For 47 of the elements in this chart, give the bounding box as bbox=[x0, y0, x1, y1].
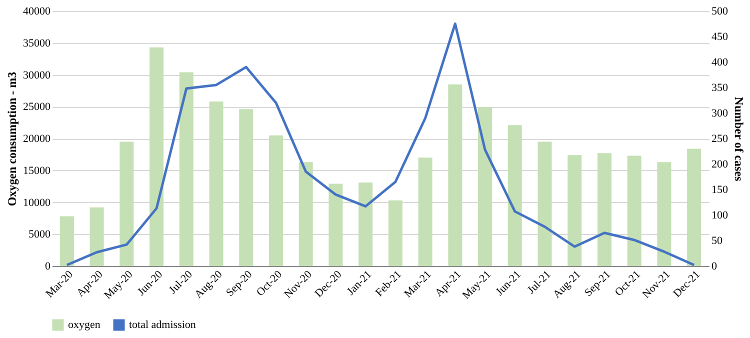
y2-axis-title: Number of cases bbox=[732, 96, 746, 182]
y2-tick-label: 350 bbox=[712, 82, 728, 94]
y2-tick-label: 200 bbox=[712, 158, 728, 170]
y-tick-label: 20000 bbox=[23, 133, 51, 145]
y-tick-label: 35000 bbox=[23, 37, 51, 50]
bar bbox=[209, 102, 224, 266]
y-tick-label: 10000 bbox=[23, 196, 51, 209]
bar bbox=[268, 135, 283, 266]
bar bbox=[90, 207, 104, 266]
y2-tick-label: 100 bbox=[712, 210, 728, 222]
bar bbox=[538, 142, 552, 266]
y-tick-label: 5000 bbox=[28, 228, 51, 241]
bar bbox=[179, 72, 194, 266]
bar bbox=[239, 109, 254, 266]
bar bbox=[627, 156, 642, 266]
y-axis-title: Oxygen consumption - m3 bbox=[5, 72, 19, 206]
bar bbox=[478, 107, 492, 266]
bar bbox=[448, 84, 462, 266]
y2-tick-label: 150 bbox=[712, 184, 728, 196]
bar bbox=[687, 148, 702, 266]
bar bbox=[657, 162, 672, 266]
y2-tick-label: 450 bbox=[712, 31, 728, 43]
y-tick-label: 15000 bbox=[23, 164, 51, 177]
bar bbox=[120, 142, 134, 266]
bar bbox=[388, 200, 402, 266]
bar bbox=[298, 162, 313, 266]
y-tick-label: 25000 bbox=[23, 101, 51, 114]
y2-tick-label: 300 bbox=[712, 108, 728, 120]
legend-label: total admission bbox=[129, 319, 196, 331]
y-tick-label: 30000 bbox=[23, 69, 51, 82]
legend-label: oxygen bbox=[68, 319, 101, 331]
bar bbox=[568, 155, 582, 266]
bar bbox=[60, 216, 74, 266]
y2-tick-label: 0 bbox=[712, 260, 718, 272]
y-tick-label: 0 bbox=[45, 260, 51, 272]
y-tick-label: 40000 bbox=[23, 6, 51, 18]
bar bbox=[418, 158, 432, 266]
bar bbox=[328, 184, 343, 266]
bar bbox=[358, 182, 373, 266]
line-series bbox=[66, 22, 696, 266]
y2-tick-label: 400 bbox=[712, 56, 728, 68]
bar bbox=[508, 125, 522, 266]
y2-tick-label: 500 bbox=[712, 6, 728, 18]
bar bbox=[150, 47, 164, 266]
y2-tick-label: 50 bbox=[712, 235, 723, 247]
bar bbox=[597, 153, 612, 266]
y2-tick-label: 250 bbox=[712, 133, 728, 145]
